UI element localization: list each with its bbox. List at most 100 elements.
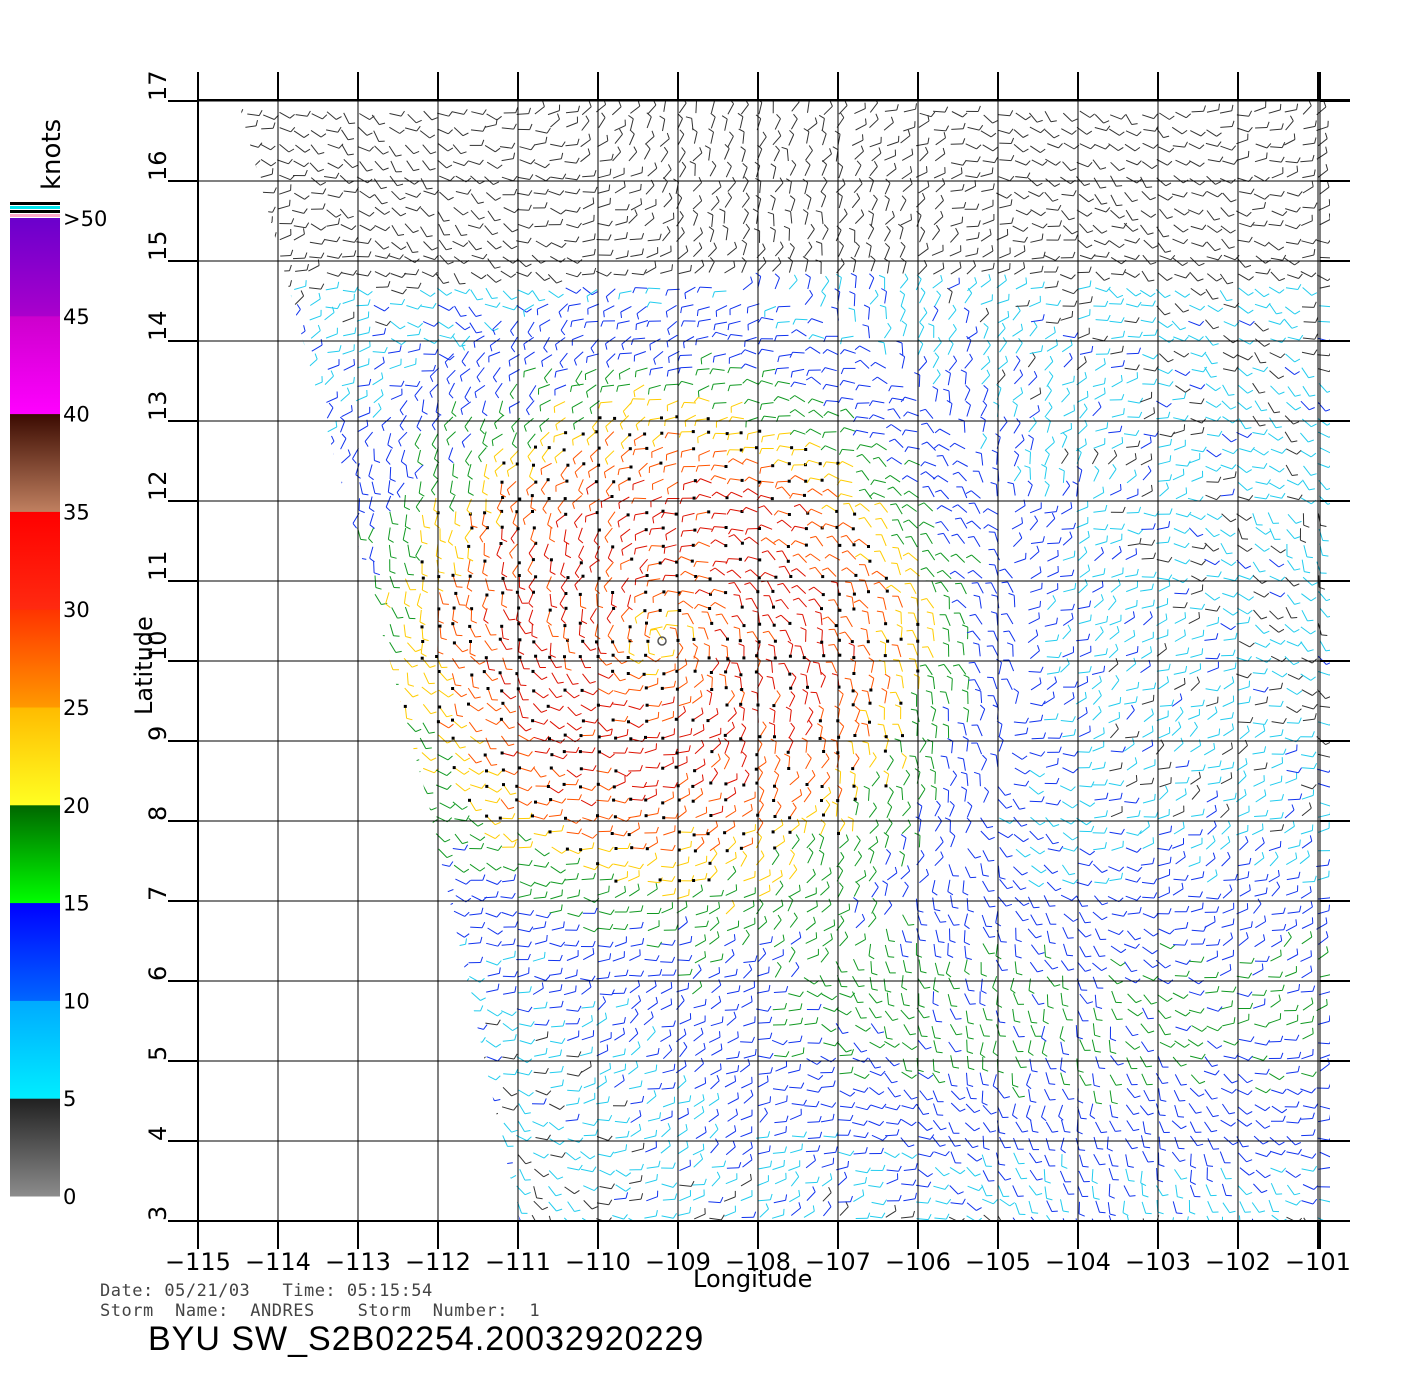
wind-barb: [1299, 850, 1310, 865]
barb-shaft: [1207, 1138, 1214, 1150]
barb-shaft: [771, 854, 780, 866]
barb-shaft: [454, 1106, 462, 1118]
wind-barb: [1014, 1202, 1026, 1215]
wind-barb: [501, 938, 516, 946]
barb-flag: [701, 1106, 705, 1113]
barb-flag: [328, 1052, 335, 1055]
barb-flag: [479, 867, 486, 872]
barb-flag: [1004, 1146, 1011, 1149]
barb-flag: [477, 1115, 484, 1118]
wind-barb: [1015, 848, 1031, 858]
wind-barb: [580, 1166, 597, 1173]
barb-flag: [494, 1227, 500, 1228]
wind-barb: [914, 832, 921, 848]
barb-shaft: [870, 1104, 883, 1110]
barb-flag: [1231, 1000, 1233, 1007]
barb-shaft: [839, 992, 851, 998]
wind-barb: [307, 865, 323, 875]
barb-flag: [332, 1164, 339, 1167]
barb-flag: [864, 1132, 869, 1138]
wind-barb: [1285, 1170, 1301, 1178]
wind-barb: [1142, 892, 1158, 899]
barb-shaft: [679, 1165, 691, 1172]
wind-barb: [310, 880, 322, 892]
barb-flag: [1157, 1211, 1164, 1215]
wind-barb: [915, 943, 923, 958]
wind-barb: [422, 942, 439, 949]
wind-barb: [1221, 851, 1231, 867]
wind-barb: [341, 1153, 350, 1168]
barb-shaft: [934, 856, 944, 867]
wind-barb: [359, 911, 375, 920]
wind-barb: [934, 1213, 950, 1220]
barb-flag: [912, 1179, 917, 1186]
barb-shaft: [387, 1168, 390, 1181]
wind-barb: [1044, 1088, 1056, 1101]
wind-barb: [453, 1151, 461, 1166]
wind-barb: [885, 849, 892, 865]
wind-barb: [438, 848, 453, 859]
wind-barb: [1141, 1073, 1153, 1086]
barb-flag: [575, 1156, 581, 1161]
wind-barb: [262, 1137, 277, 1148]
wind-barb: [262, 1169, 278, 1180]
barb-flag: [577, 1005, 582, 1012]
barb-shaft: [1060, 960, 1069, 971]
wind-barb: [455, 1090, 469, 1101]
barb-shaft: [724, 939, 736, 947]
barb-flag: [1312, 1027, 1314, 1034]
wind-barb: [583, 1200, 598, 1210]
wind-barb: [1336, 1104, 1351, 1109]
barb-shaft: [548, 1170, 558, 1180]
wind-barb: [772, 1159, 785, 1171]
barb-flag: [783, 1159, 785, 1167]
barb-shaft: [868, 1185, 881, 1188]
barb-flag: [262, 970, 269, 974]
barb-flag: [981, 973, 987, 977]
wind-barb: [1142, 1007, 1154, 1020]
wind-barb: [979, 1072, 989, 1086]
barb-flag: [864, 870, 867, 877]
wind-barb: [324, 962, 332, 977]
wind-barb: [1207, 1040, 1223, 1049]
barb-flag: [1329, 1152, 1330, 1158]
wind-barb: [343, 865, 358, 876]
barb-shaft: [580, 1168, 593, 1173]
wind-barb: [711, 1171, 721, 1187]
wind-barb: [229, 897, 234, 912]
barb-flag: [394, 1160, 401, 1163]
wind-barb: [1079, 1074, 1092, 1086]
wind-barb: [647, 996, 658, 1011]
barb-flag: [1278, 1141, 1285, 1146]
barb-flag: [1197, 1143, 1204, 1147]
wind-barb: [1173, 939, 1188, 946]
wind-barb: [1094, 895, 1109, 906]
barb-shaft: [1206, 1025, 1218, 1032]
wind-barb: [405, 993, 420, 1004]
wind-barb: [839, 992, 856, 998]
wind-barb: [1285, 919, 1298, 932]
barb-flag: [750, 995, 753, 1002]
barb-shaft: [419, 1168, 422, 1181]
barb-shaft: [1286, 1121, 1299, 1124]
barb-shaft: [517, 928, 530, 933]
barb-flag: [803, 1099, 807, 1106]
wind-barb: [853, 1177, 867, 1186]
wind-barb: [535, 1031, 549, 1042]
wind-barb: [1027, 1010, 1038, 1024]
barb-shaft: [835, 1023, 843, 1034]
barb-flag: [1262, 1140, 1269, 1145]
wind-barb: [1189, 1169, 1196, 1185]
barb-shaft: [948, 977, 955, 989]
barb-flag: [1040, 869, 1047, 874]
barb-shaft: [502, 975, 515, 978]
barb-shaft: [486, 989, 499, 993]
barb-shaft: [710, 1068, 722, 1076]
wind-barb: [278, 1023, 289, 1036]
barb-flag: [950, 831, 956, 837]
barb-shaft: [247, 959, 252, 971]
barb-flag: [1213, 915, 1216, 922]
barb-shaft: [1028, 1185, 1037, 1196]
barb-flag: [788, 895, 794, 901]
barb-flag: [1035, 935, 1042, 939]
